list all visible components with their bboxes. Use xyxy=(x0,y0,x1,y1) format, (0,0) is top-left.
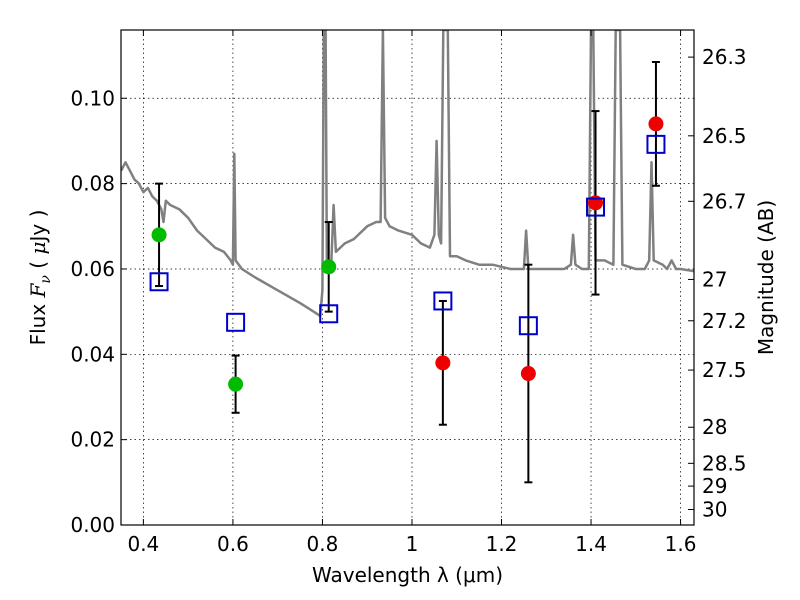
x-tick-label: 1.4 xyxy=(575,532,607,556)
observed-point-red xyxy=(588,195,604,211)
y-tick-label: 0.04 xyxy=(70,342,115,366)
y-tick-label: 0.00 xyxy=(70,513,115,537)
observed-point-red xyxy=(435,355,451,371)
x-tick-label: 0.6 xyxy=(217,532,249,556)
ylabel-prefix: Flux xyxy=(26,297,50,345)
model-point xyxy=(518,316,538,336)
y-tick-label: 0.02 xyxy=(70,428,115,452)
mag-tick-label: 26.7 xyxy=(702,189,747,213)
observed-point-green xyxy=(151,227,167,243)
model-point xyxy=(226,312,246,332)
y-axis-label: Flux Fν ( μJy ) xyxy=(26,210,54,346)
model-point xyxy=(586,197,606,217)
x-axis-label: Wavelength λ (μm) xyxy=(312,563,503,587)
model-point xyxy=(149,272,169,292)
mag-tick-label: 27 xyxy=(702,267,727,291)
observed-point-green xyxy=(228,376,244,392)
mag-tick-label: 26.3 xyxy=(702,45,747,69)
observed-point-red xyxy=(648,116,664,132)
x-tick-label: 1.6 xyxy=(665,532,697,556)
x-tick-label: 1 xyxy=(406,532,419,556)
mag-tick-label: 29 xyxy=(702,474,727,498)
y-tick-label: 0.08 xyxy=(70,172,115,196)
ylabel-F: F xyxy=(26,282,50,298)
y-tick-label: 0.10 xyxy=(70,86,115,110)
x-tick-label: 0.8 xyxy=(307,532,339,556)
sed-model-curve xyxy=(121,30,694,318)
ylabel-unit: Jy ) xyxy=(26,210,50,244)
x-tick-label: 0.4 xyxy=(127,532,159,556)
model-points-layer xyxy=(149,134,666,336)
y2-axis-label: Magnitude (AB) xyxy=(754,200,778,355)
sed-curve-layer xyxy=(121,30,694,318)
mag-tick-label: 27.2 xyxy=(702,309,747,333)
plot-frame xyxy=(120,29,695,526)
observed-points-layer xyxy=(151,116,664,392)
grid xyxy=(121,30,694,526)
ylabel-paren: ( xyxy=(26,255,50,276)
mag-tick-label: 28 xyxy=(702,415,727,439)
ticks-layer: 0.4 0.6 0.8 1 1.2 1.4 1.6 0.00 0.02 0.04 0.06 0.08 0… xyxy=(70,30,747,556)
mag-tick-label: 28.5 xyxy=(702,451,747,475)
model-point xyxy=(646,134,666,154)
mag-tick-label: 27.5 xyxy=(702,358,747,382)
mag-tick-label: 30 xyxy=(702,498,727,522)
model-point xyxy=(319,304,339,324)
x-tick-label: 1.2 xyxy=(486,532,518,556)
mag-tick-label: 26.5 xyxy=(702,124,747,148)
errorbars-layer xyxy=(155,61,660,484)
y-tick-label: 0.06 xyxy=(70,257,115,281)
model-point xyxy=(433,291,453,311)
observed-point-red xyxy=(520,366,536,382)
ylabel-mu: μ xyxy=(26,242,50,255)
observed-point-green xyxy=(321,259,337,275)
ylabel-nu: ν xyxy=(38,275,54,284)
